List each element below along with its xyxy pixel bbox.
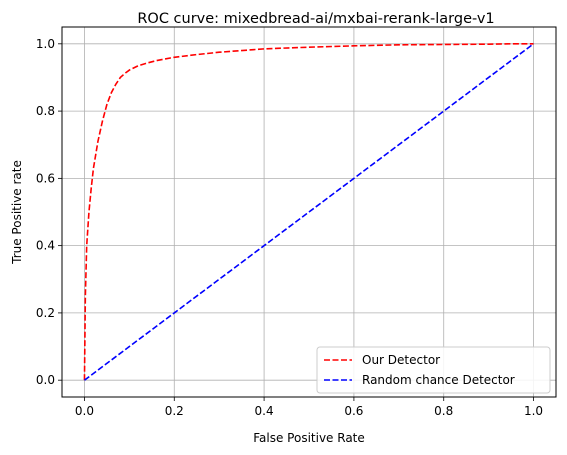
x-tick-label: 0.8: [434, 404, 453, 418]
y-tick-label: 0.6: [36, 171, 55, 185]
x-tick-label: 0.6: [344, 404, 363, 418]
x-tick-label: 0.0: [75, 404, 94, 418]
chart-title: ROC curve: mixedbread-ai/mxbai-rerank-la…: [137, 11, 494, 27]
x-tick-label: 0.2: [165, 404, 184, 418]
legend: Our Detector Random chance Detector: [316, 346, 551, 394]
y-tick-label: 0.4: [36, 239, 55, 253]
series-layer: [83, 43, 535, 381]
ticks: 0.0 0.2 0.4 0.6 0.8 1.0 0.0 0.2 0.4 0.6 0.8 1.0: [36, 37, 543, 418]
y-tick-label: 0.0: [36, 373, 55, 387]
y-axis-label: True Positive rate: [10, 160, 24, 265]
legend-entry-label: Our Detector: [362, 353, 440, 367]
x-tick-label: 1.0: [524, 404, 543, 418]
series-line-random-chance-detector: [83, 43, 535, 381]
y-tick-label: 0.2: [36, 306, 55, 320]
legend-entry-label: Random chance Detector: [362, 373, 515, 387]
series-line-our-detector: [83, 43, 534, 381]
grid: [62, 27, 556, 397]
y-tick-label: 1.0: [36, 37, 55, 51]
legend-box: [316, 346, 551, 394]
plot-frame: [61, 26, 557, 398]
y-tick-label: 0.8: [36, 104, 55, 118]
x-axis-label: False Positive Rate: [253, 431, 365, 445]
x-tick-label: 0.4: [255, 404, 274, 418]
